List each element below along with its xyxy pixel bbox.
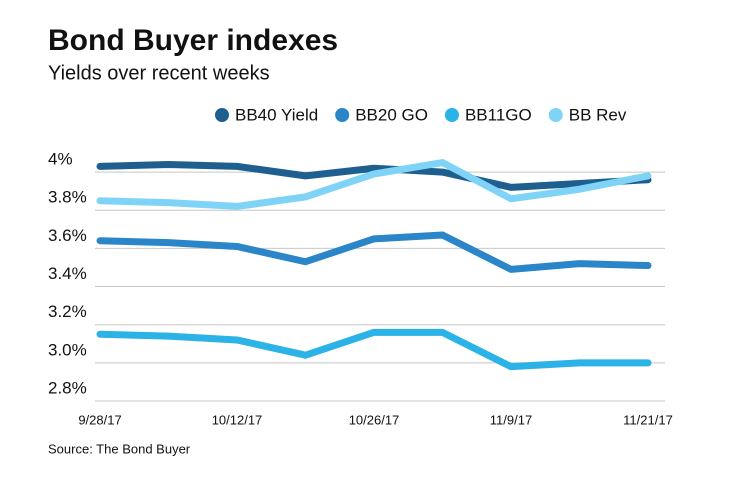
legend-swatch bbox=[215, 108, 229, 122]
legend-swatch bbox=[444, 108, 459, 122]
legend-label: BB40 Yield bbox=[235, 105, 318, 124]
y-tick-label: 3.4% bbox=[48, 264, 87, 283]
y-tick-label: 4% bbox=[48, 150, 73, 169]
legend-swatch bbox=[335, 108, 350, 122]
legend-label: BB11GO bbox=[465, 105, 532, 124]
legend-label: BB Rev bbox=[569, 105, 627, 124]
y-tick-label: 3.2% bbox=[48, 302, 87, 321]
line-series bbox=[96, 160, 652, 191]
x-tick-label: 10/12/17 bbox=[212, 412, 263, 427]
y-tick-label: 3.8% bbox=[48, 188, 87, 207]
chart-subtitle: Yields over recent weeks bbox=[48, 62, 270, 84]
legend-swatch bbox=[548, 108, 563, 122]
y-tick-label: 3.0% bbox=[48, 340, 87, 359]
x-tick-label: 9/28/17 bbox=[78, 412, 121, 427]
line-series bbox=[96, 159, 652, 210]
y-tick-label: 3.6% bbox=[48, 226, 87, 245]
legend-label: BB20 GO bbox=[355, 105, 428, 124]
line-series bbox=[96, 231, 652, 273]
line-series bbox=[96, 328, 652, 371]
source: Source: The Bond Buyer bbox=[48, 441, 191, 456]
chart-title: Bond Buyer indexes bbox=[48, 24, 338, 57]
x-tick-label: 11/21/17 bbox=[623, 412, 673, 427]
y-tick-label: 2.8% bbox=[48, 378, 87, 397]
x-tick-label: 11/9/17 bbox=[490, 412, 532, 427]
x-tick-label: 10/26/17 bbox=[349, 412, 400, 427]
